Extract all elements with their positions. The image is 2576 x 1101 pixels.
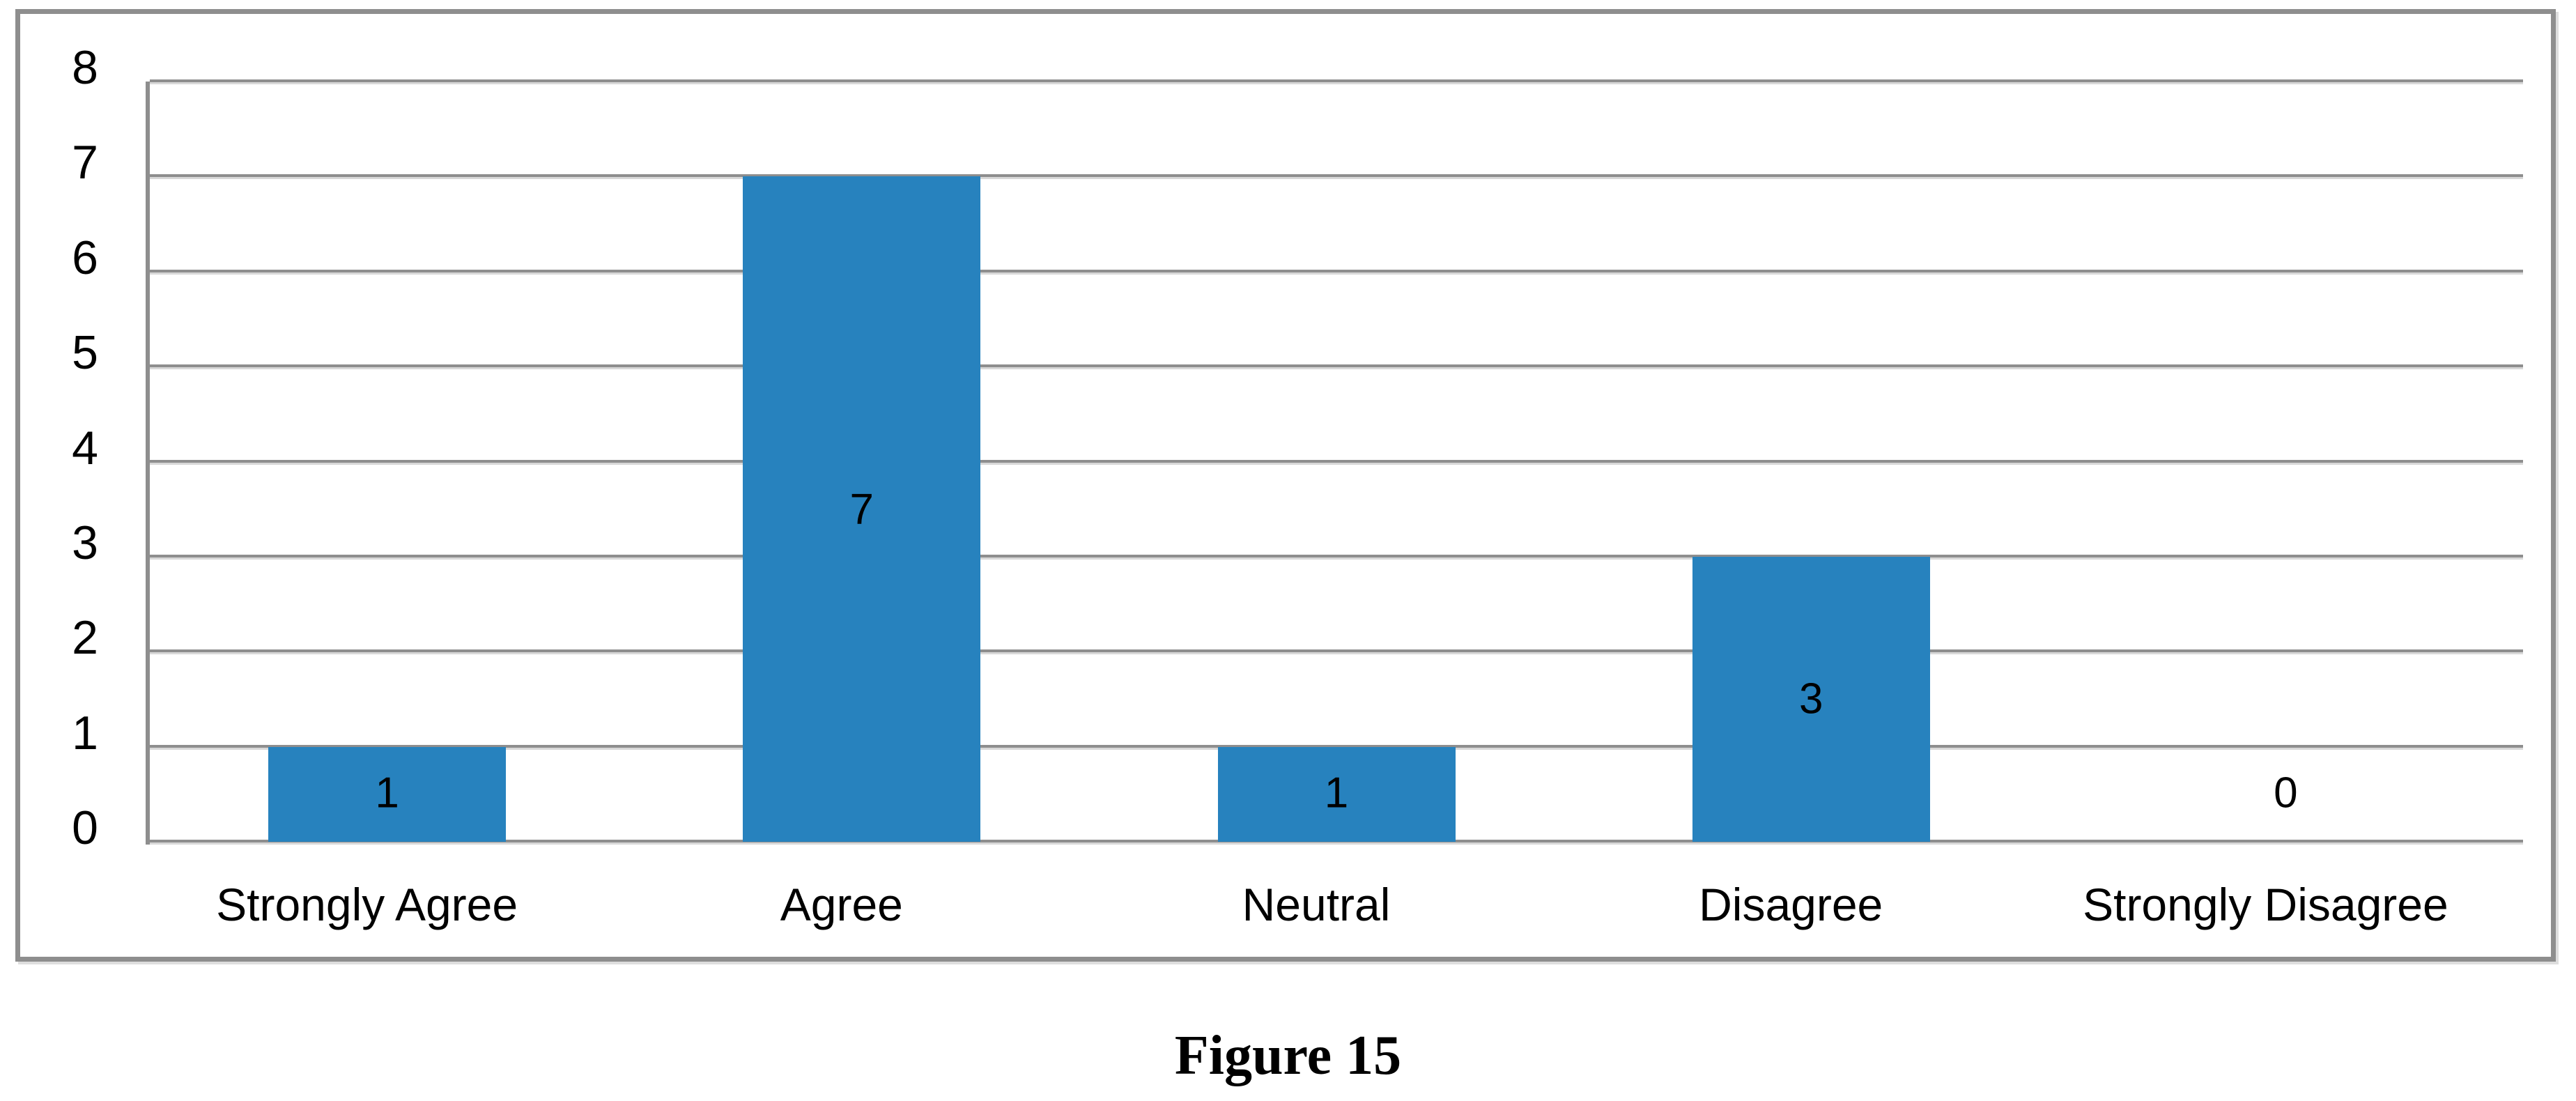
x-axis-category-label: Neutral	[1242, 879, 1391, 930]
y-axis-tick-label: 3	[72, 516, 98, 569]
bar-neutral	[1217, 746, 1456, 842]
x-axis-category-label: Strongly Disagree	[2083, 879, 2448, 930]
y-axis-tick-label: 5	[72, 326, 98, 380]
bar-strongly-agree	[268, 746, 507, 842]
data-label: 7	[849, 485, 874, 534]
x-axis-category-label: Strongly Agree	[216, 879, 518, 930]
gridline-y-8	[150, 79, 2523, 84]
data-label: 1	[375, 769, 399, 817]
y-axis-tick-label: 6	[72, 231, 98, 284]
data-label: 3	[1798, 675, 1823, 723]
y-axis-tick-label: 4	[72, 421, 98, 475]
bar-agree	[743, 176, 981, 842]
data-label: 0	[2274, 769, 2298, 817]
y-axis-line	[146, 82, 150, 845]
gridline-y-2	[150, 649, 2523, 655]
x-axis-category-label: Disagree	[1699, 879, 1883, 930]
x-axis-category-label: Agree	[780, 879, 903, 930]
y-axis-tick-label: 1	[72, 706, 98, 760]
y-axis-tick-label: 2	[72, 611, 98, 665]
gridline-y-5	[150, 364, 2523, 370]
gridline-y-3	[150, 554, 2523, 560]
data-label: 1	[1324, 769, 1349, 817]
figure-caption: Figure 15	[1174, 1025, 1402, 1086]
gridline-y-0	[150, 840, 2523, 845]
gridline-y-4	[150, 459, 2523, 465]
bar-disagree	[1692, 556, 1930, 842]
y-axis-tick-label: 7	[72, 136, 98, 190]
gridline-y-6	[150, 269, 2523, 275]
y-axis-tick-label: 8	[72, 41, 98, 94]
y-axis-tick-label: 0	[72, 801, 98, 854]
gridline-y-7	[150, 174, 2523, 180]
